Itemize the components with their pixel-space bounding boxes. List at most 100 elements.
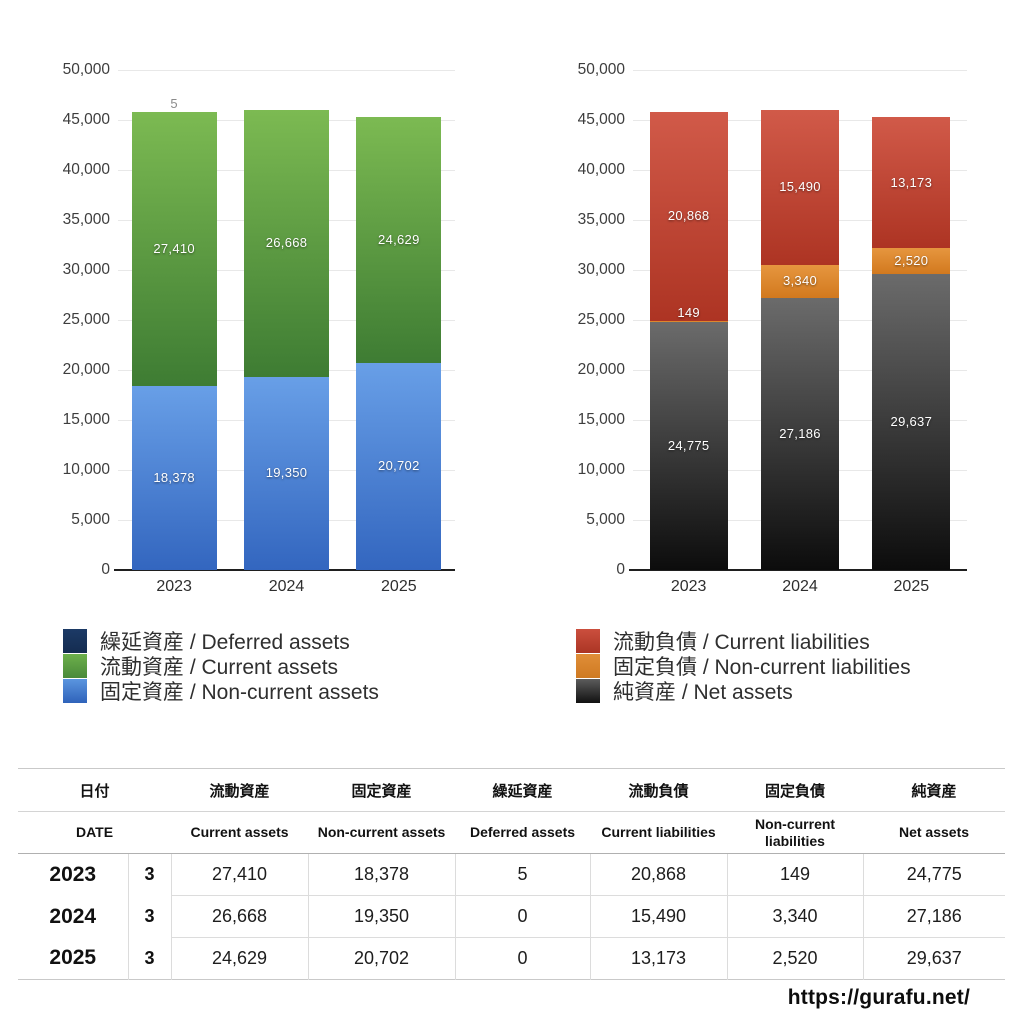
x-axis-label: 2024 <box>268 578 305 595</box>
table-cell-value: 20,702 <box>307 937 456 980</box>
liabilities-plot-area: 24,775 149 20,868 27,186 3,340 15,490 29,637 2,… <box>629 70 967 571</box>
bar-value-label: 149 <box>677 304 700 320</box>
gridline <box>633 70 967 71</box>
bar-segment <box>131 386 217 570</box>
bar-value-label: 3,340 <box>782 273 818 289</box>
table-header-en: Current assets <box>171 811 309 854</box>
table-cell-value: 0 <box>454 895 591 938</box>
bar-segment <box>649 320 728 323</box>
y-axis-tick-label: 50,000 <box>577 61 625 78</box>
y-axis-tick-label: 20,000 <box>577 361 625 378</box>
legend-color-swatch <box>576 653 600 678</box>
y-axis-tick-label: 0 <box>101 561 110 578</box>
y-axis-tick-label: 25,000 <box>62 311 110 328</box>
liabilities-legend: 流動負債 / Current liabilities 固定負債 / Non-cur… <box>576 628 911 704</box>
table-header-en: Current liabilities <box>590 811 728 854</box>
legend-color-swatch <box>576 628 600 653</box>
y-axis-tick-label: 50,000 <box>62 61 110 78</box>
legend-label: 純資産 / Net assets <box>613 680 793 704</box>
table-header-jp: 繰延資産 <box>492 782 553 800</box>
bar-value-label: 24,629 <box>378 231 420 247</box>
y-axis-tick-label: 30,000 <box>62 261 110 278</box>
table-cell-month: 3 <box>127 853 172 896</box>
y-axis-tick-label: 15,000 <box>62 411 110 428</box>
y-axis-tick-label: 5,000 <box>586 511 625 528</box>
table-cell-value: 13,173 <box>589 937 728 980</box>
legend-label: 固定資産 / Non-current assets <box>100 680 379 704</box>
site-url: https://gurafu.net/ <box>787 986 970 1009</box>
bar-value-label: 18,378 <box>153 470 195 486</box>
y-axis-tick-label: 45,000 <box>577 111 625 128</box>
y-axis-tick-label: 40,000 <box>62 161 110 178</box>
bar-segment <box>356 362 442 570</box>
legend-label: 繰延資産 / Deferred assets <box>100 630 350 654</box>
y-axis-tick-label: 10,000 <box>62 461 110 478</box>
bar-value-label: 20,702 <box>378 458 420 474</box>
table-header-en: Net assets <box>863 811 1006 854</box>
bar-segment <box>761 298 839 570</box>
table-header-jp: 純資産 <box>911 782 957 800</box>
table-row: 2024 3 26,668 19,350 0 15,490 3,340 27,186 <box>18 895 1006 938</box>
x-axis-line <box>629 569 967 571</box>
legend-label: 流動負債 / Current liabilities <box>613 630 870 654</box>
table-cell-year: 2023 <box>49 862 97 886</box>
bar-value-label: 15,490 <box>779 179 821 195</box>
table-cell-month: 3 <box>127 895 172 938</box>
bar-segment <box>872 116 951 249</box>
assets-plot-area: 18,378 27,410 5 19,350 26,668 20,702 24,629 <box>114 70 455 571</box>
table-cell-year: 2025 <box>49 946 97 970</box>
table-header-en: DATE <box>18 811 172 854</box>
legend-item: 固定負債 / Non-current liabilities <box>576 653 911 679</box>
bar-value-label: 27,410 <box>153 241 195 257</box>
bar-segment <box>649 112 728 321</box>
y-axis-tick-label: 35,000 <box>62 211 110 228</box>
table-cell-value: 20,868 <box>589 853 728 896</box>
y-axis-tick-label: 5,000 <box>71 511 110 528</box>
bar-segment <box>872 248 951 274</box>
table-header-jp: 流動資産 <box>209 782 270 800</box>
table-cell-value: 2,520 <box>726 937 864 980</box>
y-axis-tick-label: 15,000 <box>577 411 625 428</box>
x-axis-line <box>114 569 455 571</box>
y-axis-tick-label: 0 <box>616 561 625 578</box>
y-axis-tick-label: 45,000 <box>62 111 110 128</box>
bar-value-label: 13,173 <box>890 174 933 190</box>
y-axis-tick-label: 30,000 <box>577 261 625 278</box>
legend-label: 流動資産 / Current assets <box>100 655 339 679</box>
x-axis-label: 2025 <box>893 578 930 595</box>
x-axis-label: 2024 <box>782 578 818 595</box>
assets-stacked-bar-chart: 18,378 27,410 5 19,350 26,668 20,702 24,629 0 5… <box>30 62 455 597</box>
y-axis-tick-label: 20,000 <box>62 361 110 378</box>
legend-item: 固定資産 / Non-current assets <box>63 678 379 704</box>
table-header-en: Non-current liabilities <box>727 811 864 854</box>
y-axis-tick-label: 25,000 <box>577 311 625 328</box>
bar-segment <box>649 322 728 570</box>
table-cell-value: 19,350 <box>307 895 456 938</box>
table-row: 2025 3 24,629 20,702 0 13,173 2,520 29,637 <box>18 937 1006 980</box>
bar-value-label: 5 <box>170 96 178 112</box>
table-cell-value: 26,668 <box>170 895 309 938</box>
gridline <box>118 70 455 71</box>
table-cell-value: 3,340 <box>726 895 864 938</box>
legend-label: 固定負債 / Non-current liabilities <box>613 655 911 679</box>
balance-table: 日付 流動資産 固定資産 繰延資産 流動負債 固定負債 純資産 DATE Current ass… <box>18 768 1006 980</box>
table-header-jp: 流動負債 <box>628 782 689 800</box>
bar-segment <box>761 264 839 299</box>
bar-value-label: 24,775 <box>667 438 710 454</box>
legend-item: 繰延資産 / Deferred assets <box>63 628 379 654</box>
y-axis-tick-label: 10,000 <box>577 461 625 478</box>
table-cell-year: 2024 <box>49 904 97 928</box>
legend-color-swatch <box>63 653 87 678</box>
legend-color-swatch <box>63 678 87 703</box>
x-axis-label: 2025 <box>381 578 417 595</box>
bar-segment <box>244 376 329 570</box>
table-cell-value: 24,775 <box>862 853 1006 896</box>
legend-color-swatch <box>63 628 87 653</box>
table-cell-value: 27,410 <box>170 853 309 896</box>
bar-value-label: 27,186 <box>779 426 821 442</box>
bar-segment <box>131 112 217 387</box>
bar-segment <box>872 273 951 570</box>
legend-item: 流動資産 / Current assets <box>63 653 379 679</box>
bar-segment <box>356 116 442 363</box>
table-cell-value: 15,490 <box>589 895 728 938</box>
